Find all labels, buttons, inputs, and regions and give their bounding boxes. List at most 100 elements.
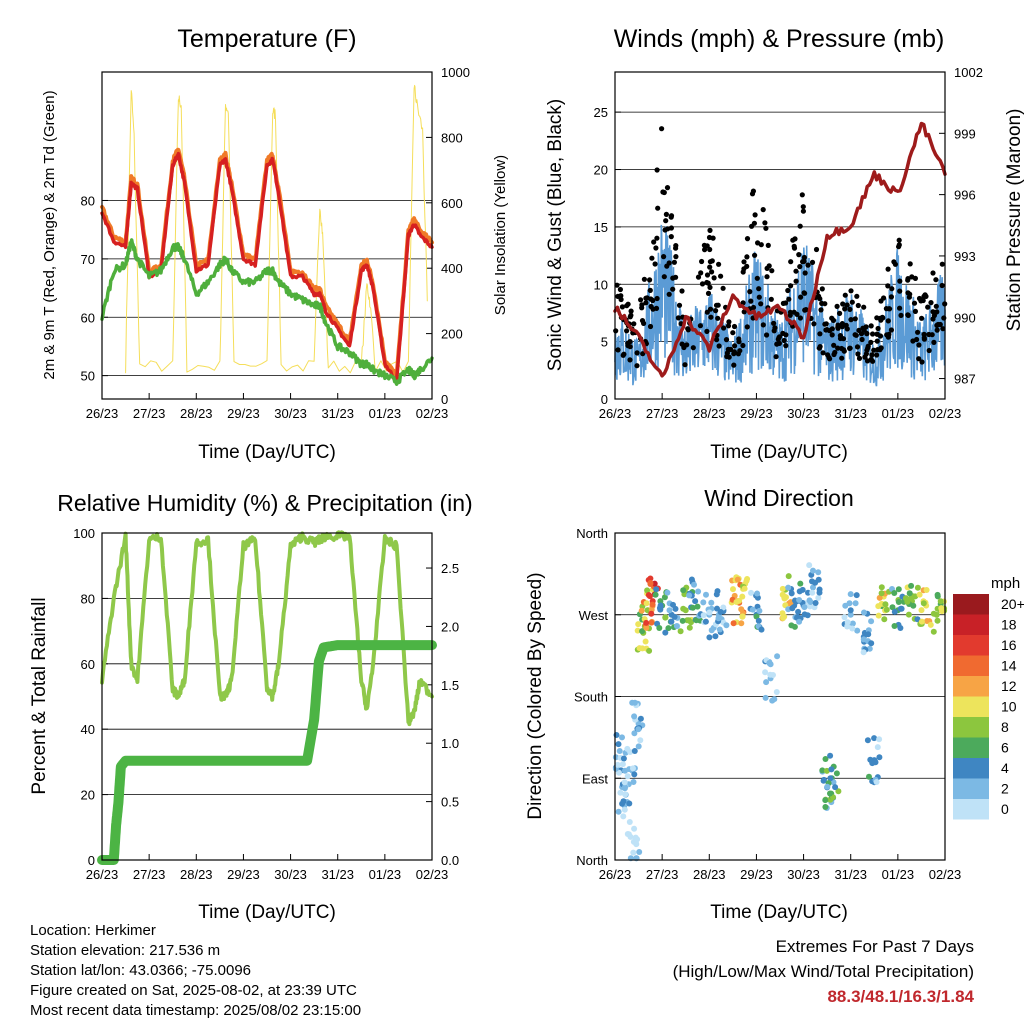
temperature-ytick-label: 80 (81, 193, 95, 208)
temperature-xtick-label: 31/23 (321, 406, 354, 421)
gust-point (912, 275, 919, 281)
legend-swatch (953, 635, 989, 656)
direction-point (891, 590, 898, 596)
direction-point (891, 623, 898, 629)
direction-point (827, 790, 833, 797)
gust-point (664, 185, 671, 191)
legend-swatch (953, 799, 989, 820)
direction-point (715, 615, 722, 622)
gust-point (741, 309, 747, 315)
gust-point (934, 327, 940, 333)
humidity-ytick-label: 100 (73, 526, 95, 541)
winds-title: Winds (mph) & Pressure (mb) (614, 25, 945, 53)
gust-point (764, 332, 770, 338)
gust-point (676, 302, 683, 308)
gust-point (671, 259, 678, 265)
direction-point (804, 612, 811, 619)
gust-point (783, 300, 789, 306)
station-info: Location: Herkimer Station elevation: 21… (30, 921, 361, 1021)
direction-point (643, 619, 650, 626)
humidity-xtick-label: 27/23 (133, 867, 166, 882)
legend-label: 12 (1001, 678, 1017, 694)
gust-point (731, 323, 738, 330)
gust-point (921, 293, 927, 299)
gust-point (864, 358, 871, 364)
direction-point (779, 591, 786, 598)
gust-point (897, 278, 903, 284)
direction-point (720, 604, 727, 611)
direction-point (780, 615, 787, 621)
direction-point (664, 589, 671, 596)
direction-point (806, 562, 813, 569)
direction-point (835, 788, 842, 795)
direction-point (631, 771, 638, 778)
temperature-ylabel-left: 2m & 9m T (Red, Orange) & 2m Td (Green) (41, 90, 58, 379)
gust-point (809, 259, 816, 265)
legend-swatch (953, 676, 989, 697)
gust-point (638, 297, 644, 303)
gust-point (931, 312, 938, 319)
direction-point (689, 604, 696, 611)
direction-point (656, 625, 663, 631)
gust-point (668, 234, 674, 240)
gust-point (885, 266, 891, 272)
direction-point (756, 607, 763, 614)
gust-point (919, 359, 925, 365)
gust-point (650, 297, 656, 304)
gust-point (647, 277, 653, 283)
direction-point (881, 616, 888, 623)
direction-xtick-label: 31/23 (834, 867, 867, 882)
direction-point (860, 636, 867, 643)
direction-point (882, 601, 889, 608)
direction-point (634, 627, 641, 634)
legend-swatch (953, 717, 989, 738)
direction-point (789, 605, 796, 612)
direction-point (621, 779, 628, 786)
gust-point (841, 348, 847, 354)
solar-insolation-line (125, 84, 428, 374)
gust-point (928, 300, 934, 306)
humidity-xtick-label: 01/23 (369, 867, 402, 882)
gust-point (625, 301, 631, 307)
direction-point (876, 736, 883, 743)
dewpoint-line (100, 238, 434, 386)
gust-point (852, 332, 858, 338)
direction-point (616, 748, 623, 754)
gust-point (772, 325, 778, 331)
direction-point (621, 806, 628, 813)
gust-point (888, 327, 895, 333)
gust-point (766, 263, 772, 269)
direction-ytick-label: North (576, 526, 608, 541)
direction-point (749, 606, 756, 613)
direction-point (875, 612, 882, 619)
gust-point (613, 328, 619, 334)
gust-point (868, 339, 874, 345)
gust-point (813, 246, 820, 253)
gust-point (697, 323, 704, 329)
gust-point (875, 325, 881, 332)
gust-point (791, 243, 797, 249)
direction-ytick-label: West (579, 608, 609, 623)
direction-ylabel-left: Direction (Colored By Speed) (525, 572, 546, 819)
direction-point (876, 754, 883, 761)
direction-point (868, 618, 875, 625)
gust-point (835, 324, 841, 330)
gust-point (785, 287, 791, 294)
direction-point (694, 603, 701, 610)
legend-swatch (953, 696, 989, 717)
gust-point (615, 347, 621, 353)
gust-point (941, 315, 947, 321)
direction-title: Wind Direction (704, 485, 854, 511)
temperature-ytick-right-label: 200 (441, 327, 463, 342)
direction-point (878, 590, 885, 597)
direction-xlabel: Time (Day/UTC) (710, 902, 848, 923)
direction-point (755, 617, 762, 624)
direction-point (774, 653, 781, 660)
direction-point (631, 730, 638, 737)
temperature-xtick-label: 28/23 (180, 406, 213, 421)
humidity-ylabel-left: Percent & Total Rainfall (29, 597, 50, 794)
gust-point (847, 306, 853, 312)
temperature-ytick-label: 70 (81, 252, 95, 267)
direction-plot-frame (614, 532, 946, 861)
